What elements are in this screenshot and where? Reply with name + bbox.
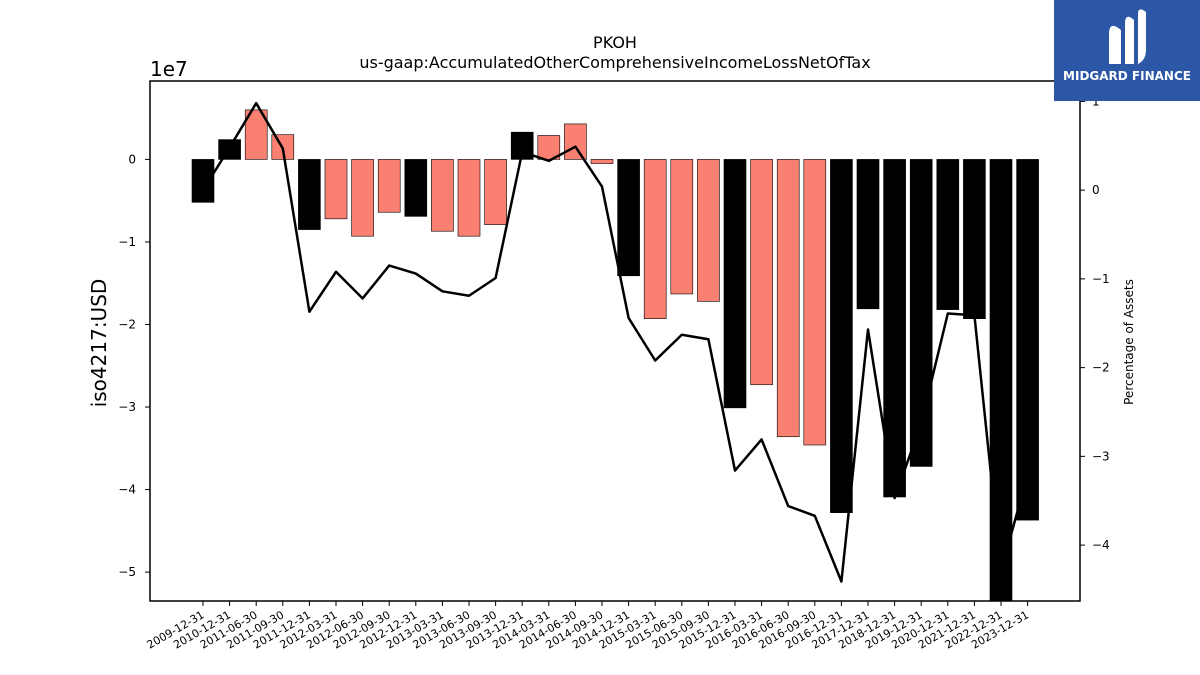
bar-group <box>191 109 1039 602</box>
chart-subtitle: us-gaap:AccumulatedOtherComprehensiveInc… <box>359 53 870 72</box>
y2-tick-label: 1 <box>1092 94 1100 108</box>
y2-tick-label: 0 <box>1092 183 1100 197</box>
bar <box>830 159 853 513</box>
y-tick-label: −2 <box>118 317 136 331</box>
right-axis-ticks: 1 0 −1 −2 −3 −4 <box>1080 94 1110 552</box>
line-group <box>201 101 1029 583</box>
bar <box>191 159 215 203</box>
bar <box>670 159 694 295</box>
bar <box>617 159 640 277</box>
bar <box>776 159 800 438</box>
y-tick-label: −1 <box>118 235 136 249</box>
bar <box>564 123 587 160</box>
bar <box>431 159 454 232</box>
y-tick-label: −4 <box>118 483 136 497</box>
y2-tick-label: −4 <box>1092 538 1110 552</box>
bar <box>484 159 507 225</box>
left-axis-ticks: 0 −1 −2 −3 −4 −5 <box>118 152 150 579</box>
y2-tick-label: −3 <box>1092 449 1110 463</box>
x-axis-ticks: 2009-12-312010-12-312011-06-302011-09-30… <box>145 601 1031 652</box>
bar <box>697 159 720 302</box>
bar <box>856 159 880 310</box>
y-tick-label: 0 <box>128 152 136 166</box>
bar <box>404 159 428 217</box>
bar <box>244 109 268 160</box>
bar <box>963 159 986 320</box>
bar <box>590 159 614 164</box>
logo-mark-icon <box>1109 9 1146 64</box>
bar <box>1016 159 1039 521</box>
bar <box>457 159 481 237</box>
y2-axis-label: Percentage of Assets <box>1122 279 1136 405</box>
bar <box>377 159 401 213</box>
bar <box>750 159 773 386</box>
bar <box>324 159 348 220</box>
brand-logo: MIDGARD FINANCE <box>1054 0 1200 101</box>
bar <box>723 159 747 409</box>
chart-title: PKOH <box>593 33 637 52</box>
y2-tick-label: −2 <box>1092 361 1110 375</box>
bar <box>537 135 561 160</box>
plot-frame <box>149 80 1081 602</box>
y2-tick-label: −1 <box>1092 272 1110 286</box>
bar <box>803 159 827 446</box>
y-tick-label: −5 <box>118 565 136 579</box>
bar <box>936 159 960 310</box>
bar <box>989 159 1013 602</box>
bar <box>298 159 321 230</box>
bar <box>351 159 374 237</box>
bar <box>909 159 933 467</box>
logo-text: MIDGARD FINANCE <box>1063 69 1191 83</box>
percentage-line <box>201 101 1029 583</box>
y-tick-label: −3 <box>118 400 136 414</box>
y-axis-label: iso4217:USD <box>87 279 111 408</box>
y-offset-label: 1e7 <box>150 57 188 81</box>
bar <box>643 159 667 320</box>
